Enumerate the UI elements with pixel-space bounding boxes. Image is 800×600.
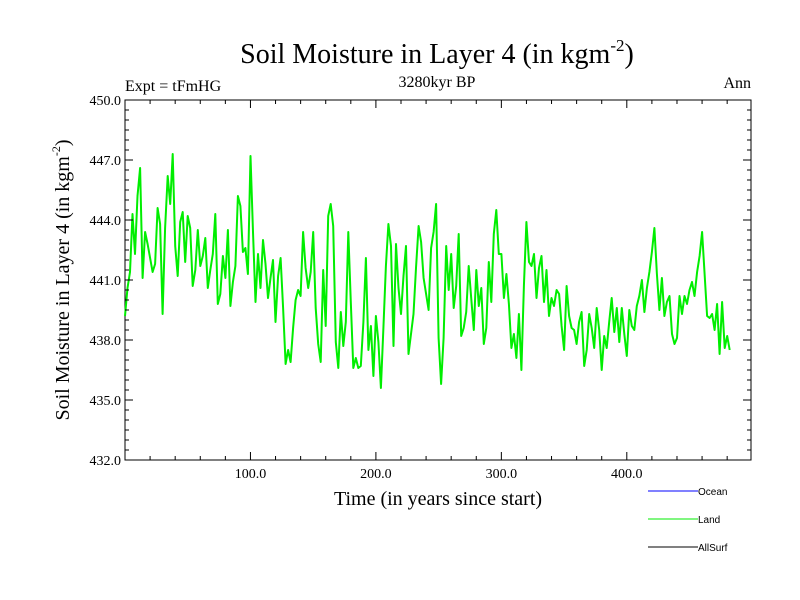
legend-label-ocean: Ocean — [698, 487, 727, 498]
x-tick-label: 400.0 — [611, 467, 643, 482]
y-tick-label: 438.0 — [90, 334, 122, 349]
chart-title: Soil Moisture in Layer 4 (in kgm-2) — [240, 36, 634, 70]
y-axis-label: Soil Moisture in Layer 4 (in kgm-2) — [49, 139, 74, 420]
y-axis-label-superscript: -2 — [49, 146, 63, 156]
x-tick-label: 300.0 — [486, 467, 518, 482]
season-label: Ann — [723, 75, 751, 92]
y-tick-label: 435.0 — [90, 394, 122, 409]
y-tick-label: 450.0 — [90, 94, 122, 109]
x-axis-label: Time (in years since start) — [334, 488, 542, 510]
y-tick-label: 441.0 — [90, 274, 122, 289]
legend: Ocean Land AllSurf — [648, 487, 728, 554]
chart-subtitle: 3280kyr BP — [399, 74, 476, 91]
y-tick-label: 447.0 — [90, 154, 122, 169]
y-tick-label: 444.0 — [90, 214, 122, 229]
chart-title-superscript: -2 — [610, 36, 624, 55]
x-tick-label: 100.0 — [235, 467, 267, 482]
x-tick-label: 200.0 — [360, 467, 392, 482]
legend-label-land: Land — [698, 515, 720, 526]
legend-label-allsurf: AllSurf — [698, 543, 728, 554]
y-tick-label: 432.0 — [90, 454, 122, 469]
series-line-land — [124, 153, 731, 389]
experiment-label: Expt = tFmHG — [125, 78, 222, 95]
